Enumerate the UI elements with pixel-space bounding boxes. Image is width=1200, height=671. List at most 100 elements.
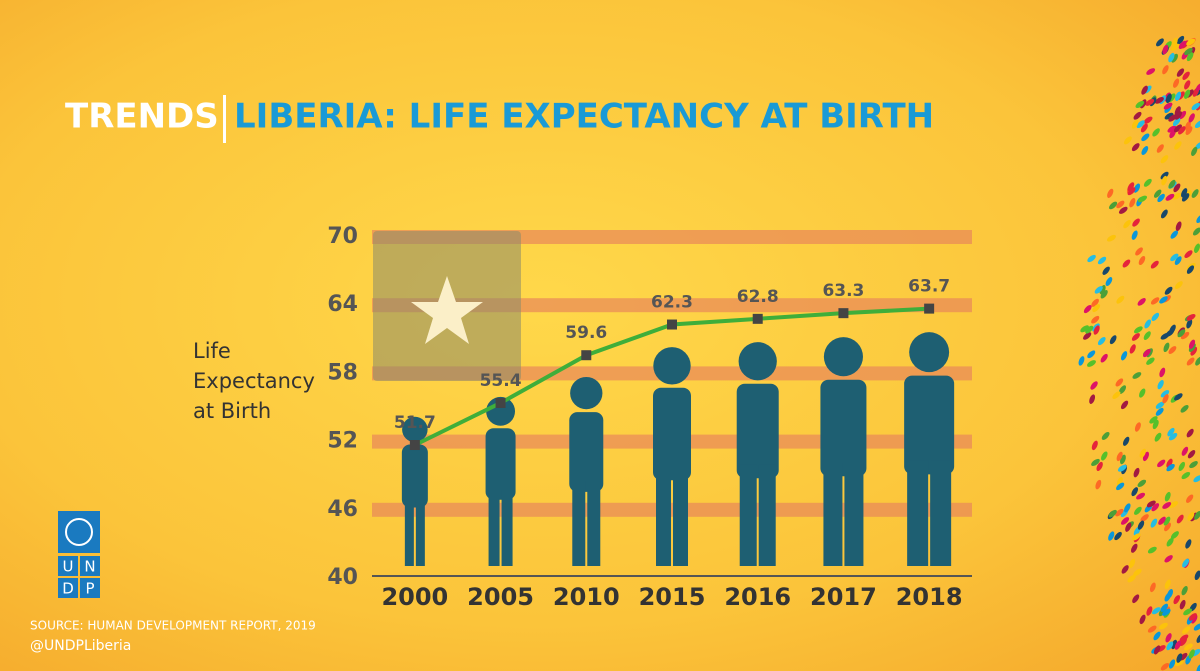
dot (1116, 451, 1123, 462)
y-axis-label: Life (193, 339, 231, 363)
dot (1162, 502, 1172, 509)
dot (1179, 599, 1186, 610)
y-axis-label: at Birth (193, 399, 271, 423)
dot (1083, 305, 1092, 314)
grid-line (372, 502, 972, 517)
dot (1181, 446, 1189, 456)
dot (1089, 394, 1096, 404)
dot (1161, 175, 1168, 186)
dot (1147, 546, 1157, 554)
dot (1091, 458, 1100, 466)
dot (1129, 198, 1136, 208)
dot (1160, 390, 1170, 398)
dot (1118, 206, 1128, 214)
dot (1135, 247, 1143, 256)
dot (1097, 337, 1106, 346)
dot (1153, 645, 1161, 655)
dot (1180, 404, 1189, 413)
figure-leg (656, 467, 671, 566)
dot (1187, 450, 1196, 459)
dot (1184, 47, 1193, 56)
dot (1087, 360, 1096, 367)
dot (1183, 608, 1193, 616)
dot (1106, 234, 1116, 242)
dot (1094, 286, 1103, 294)
figure-leg (404, 498, 414, 566)
dot (1174, 124, 1182, 133)
figure-body (569, 412, 604, 492)
dot (1146, 68, 1156, 75)
dot (1137, 479, 1147, 487)
dot (1166, 641, 1174, 651)
dot (1087, 254, 1096, 263)
dot (1182, 626, 1191, 634)
dot (1145, 98, 1155, 106)
dot (1172, 192, 1182, 200)
logo-letter: U (63, 558, 74, 576)
dot (1172, 117, 1181, 127)
dot (1090, 381, 1098, 390)
dot (1147, 625, 1157, 633)
dot (1186, 428, 1194, 438)
value-label: 59.6 (565, 323, 607, 343)
figure-leg (415, 498, 425, 566)
figure-head (486, 396, 516, 426)
dot (1107, 188, 1114, 198)
dot (1156, 144, 1164, 153)
dot (1091, 298, 1099, 307)
dot (1141, 85, 1148, 95)
dot (1100, 289, 1108, 299)
dot (1127, 182, 1135, 192)
dot (1168, 346, 1177, 354)
dot (1159, 367, 1166, 378)
dot (1163, 342, 1170, 353)
dot (1181, 193, 1190, 202)
dot (1185, 126, 1193, 136)
dot (1133, 467, 1140, 478)
flag-canton (373, 231, 521, 381)
dot (1124, 503, 1131, 513)
dot (1087, 350, 1096, 359)
dot (1137, 520, 1145, 530)
dot (1186, 38, 1196, 46)
dot (1158, 622, 1168, 630)
dot (1154, 97, 1164, 104)
dot (1096, 461, 1103, 472)
dot (1155, 38, 1164, 47)
dot (1114, 531, 1122, 541)
logo-emblem (58, 511, 100, 553)
dot (1133, 568, 1142, 577)
dot (1170, 230, 1179, 239)
figure-leg (501, 489, 513, 566)
decoration-dots (1078, 35, 1200, 671)
dot (1112, 391, 1121, 400)
dot (1132, 218, 1140, 227)
x-tick-label: 2017 (810, 583, 877, 611)
dot (1166, 458, 1173, 468)
dot (1166, 463, 1175, 472)
title-prefix: TRENDS (65, 97, 219, 137)
dot (1168, 52, 1175, 63)
logo-cell (58, 578, 78, 598)
dot (1116, 200, 1125, 209)
dot (1091, 315, 1100, 324)
figure-head (823, 337, 863, 377)
dot (1181, 585, 1188, 596)
dot (1143, 116, 1153, 124)
dot (1154, 432, 1162, 442)
dot (1108, 531, 1115, 541)
dot (1102, 266, 1110, 275)
logo-cell (80, 578, 100, 598)
dot (1176, 35, 1185, 45)
figure-leg (488, 489, 500, 566)
dot (1138, 195, 1148, 203)
logo-globe (65, 518, 93, 546)
dot (1140, 123, 1148, 133)
dot (1140, 514, 1149, 522)
dot (1139, 614, 1146, 625)
dot (1105, 277, 1113, 286)
dot (1092, 304, 1101, 313)
dot (1123, 220, 1131, 229)
dot (1095, 479, 1102, 490)
